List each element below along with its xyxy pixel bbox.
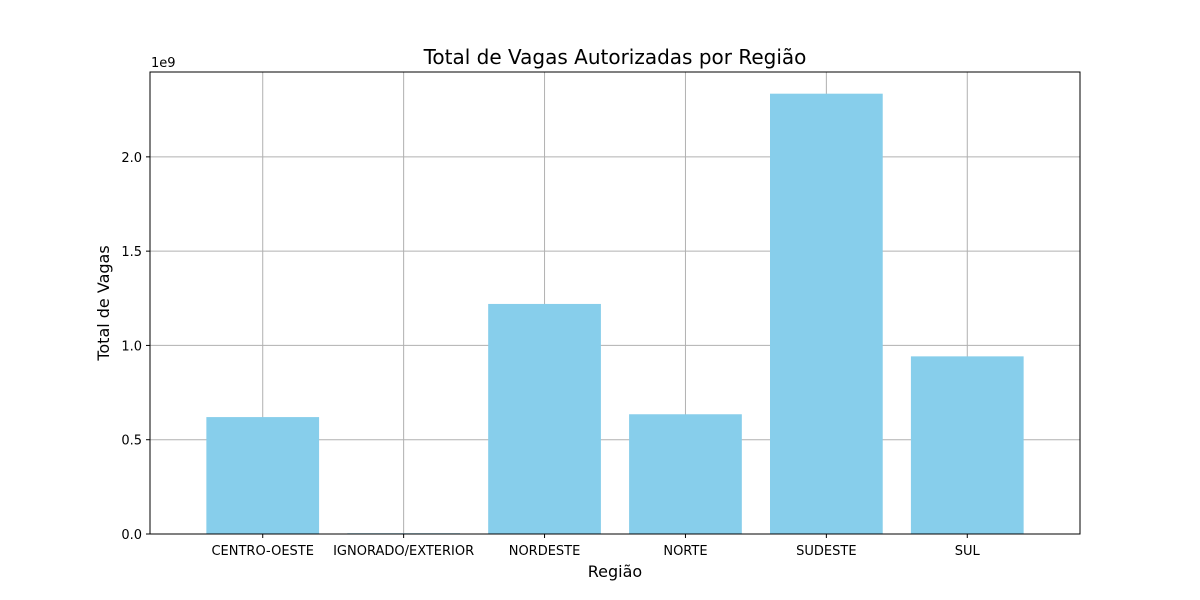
y-tick-label: 2.0	[121, 151, 142, 166]
bar	[206, 417, 320, 534]
y-tick-label: 0.5	[121, 434, 142, 449]
y-tick-label: 1.0	[121, 339, 142, 354]
y-axis: 0.0 0.5 1.0 1.5 2.0	[121, 151, 150, 543]
x-tick-label: IGNORADO/EXTERIOR	[333, 544, 474, 559]
bar	[910, 356, 1024, 534]
chart-title: Total de Vagas Autorizadas por Região	[423, 45, 807, 69]
y-offset-label: 1e9	[151, 56, 176, 71]
x-axis-label: Região	[588, 562, 642, 581]
y-tick-label: 1.5	[121, 245, 142, 260]
x-tick-label: NORDESTE	[509, 544, 581, 559]
y-tick-label: 0.0	[121, 528, 142, 543]
bars	[206, 93, 1024, 535]
x-tick-label: SUL	[955, 544, 981, 559]
x-tick-label: SUDESTE	[796, 544, 856, 559]
bar	[629, 414, 742, 534]
y-axis-label: Total de Vagas	[94, 245, 113, 361]
x-tick-label: CENTRO-OESTE	[211, 544, 314, 559]
bar	[770, 93, 883, 534]
x-axis: CENTRO-OESTE IGNORADO/EXTERIOR NORDESTE NOR…	[211, 534, 981, 559]
bar	[488, 303, 601, 534]
plot-frame	[149, 71, 1081, 535]
x-tick-label: NORTE	[663, 544, 707, 559]
